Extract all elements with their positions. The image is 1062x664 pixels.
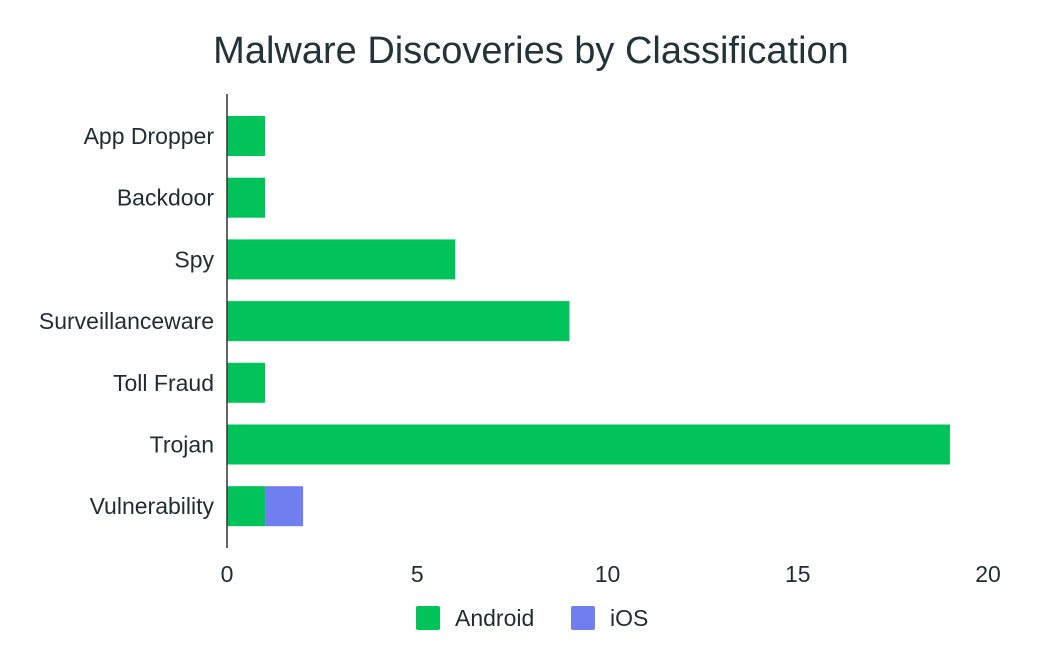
legend-swatch-android — [416, 606, 440, 630]
bar-toll-fraud-android — [227, 362, 266, 403]
bar-vulnerability-android — [227, 486, 266, 527]
x-tick-label-10: 10 — [595, 561, 621, 587]
x-tick-label-15: 15 — [785, 561, 811, 587]
category-label-backdoor: Backdoor — [117, 185, 215, 211]
bar-spy-android — [227, 239, 456, 280]
bar-surveillanceware-android — [227, 301, 570, 342]
bars-layer — [227, 116, 950, 527]
x-tick-label-5: 5 — [411, 561, 424, 587]
legend: Android iOS — [416, 605, 648, 631]
category-label-vulnerability: Vulnerability — [90, 493, 215, 519]
legend-swatch-ios — [571, 606, 595, 630]
category-label-app-dropper: App Dropper — [84, 123, 215, 149]
category-label-surveillanceware: Surveillanceware — [39, 308, 214, 334]
category-label-toll-fraud: Toll Fraud — [113, 370, 214, 396]
x-tick-label-20: 20 — [975, 561, 1001, 587]
bar-backdoor-android — [227, 177, 266, 218]
chart-title: Malware Discoveries by Classification — [213, 30, 849, 72]
bar-vulnerability-ios — [265, 486, 304, 527]
bar-trojan-android — [227, 424, 950, 465]
legend-item-ios: iOS — [571, 605, 648, 631]
legend-label-ios: iOS — [610, 605, 648, 631]
legend-item-android: Android — [416, 605, 534, 631]
category-label-spy: Spy — [174, 246, 214, 272]
x-tick-label-0: 0 — [221, 561, 234, 587]
legend-label-android: Android — [455, 605, 534, 631]
axis-layer: App Dropper Backdoor Spy Surveillanceware To… — [39, 94, 1001, 587]
category-label-trojan: Trojan — [150, 432, 214, 458]
bar-app-dropper-android — [227, 116, 266, 156]
